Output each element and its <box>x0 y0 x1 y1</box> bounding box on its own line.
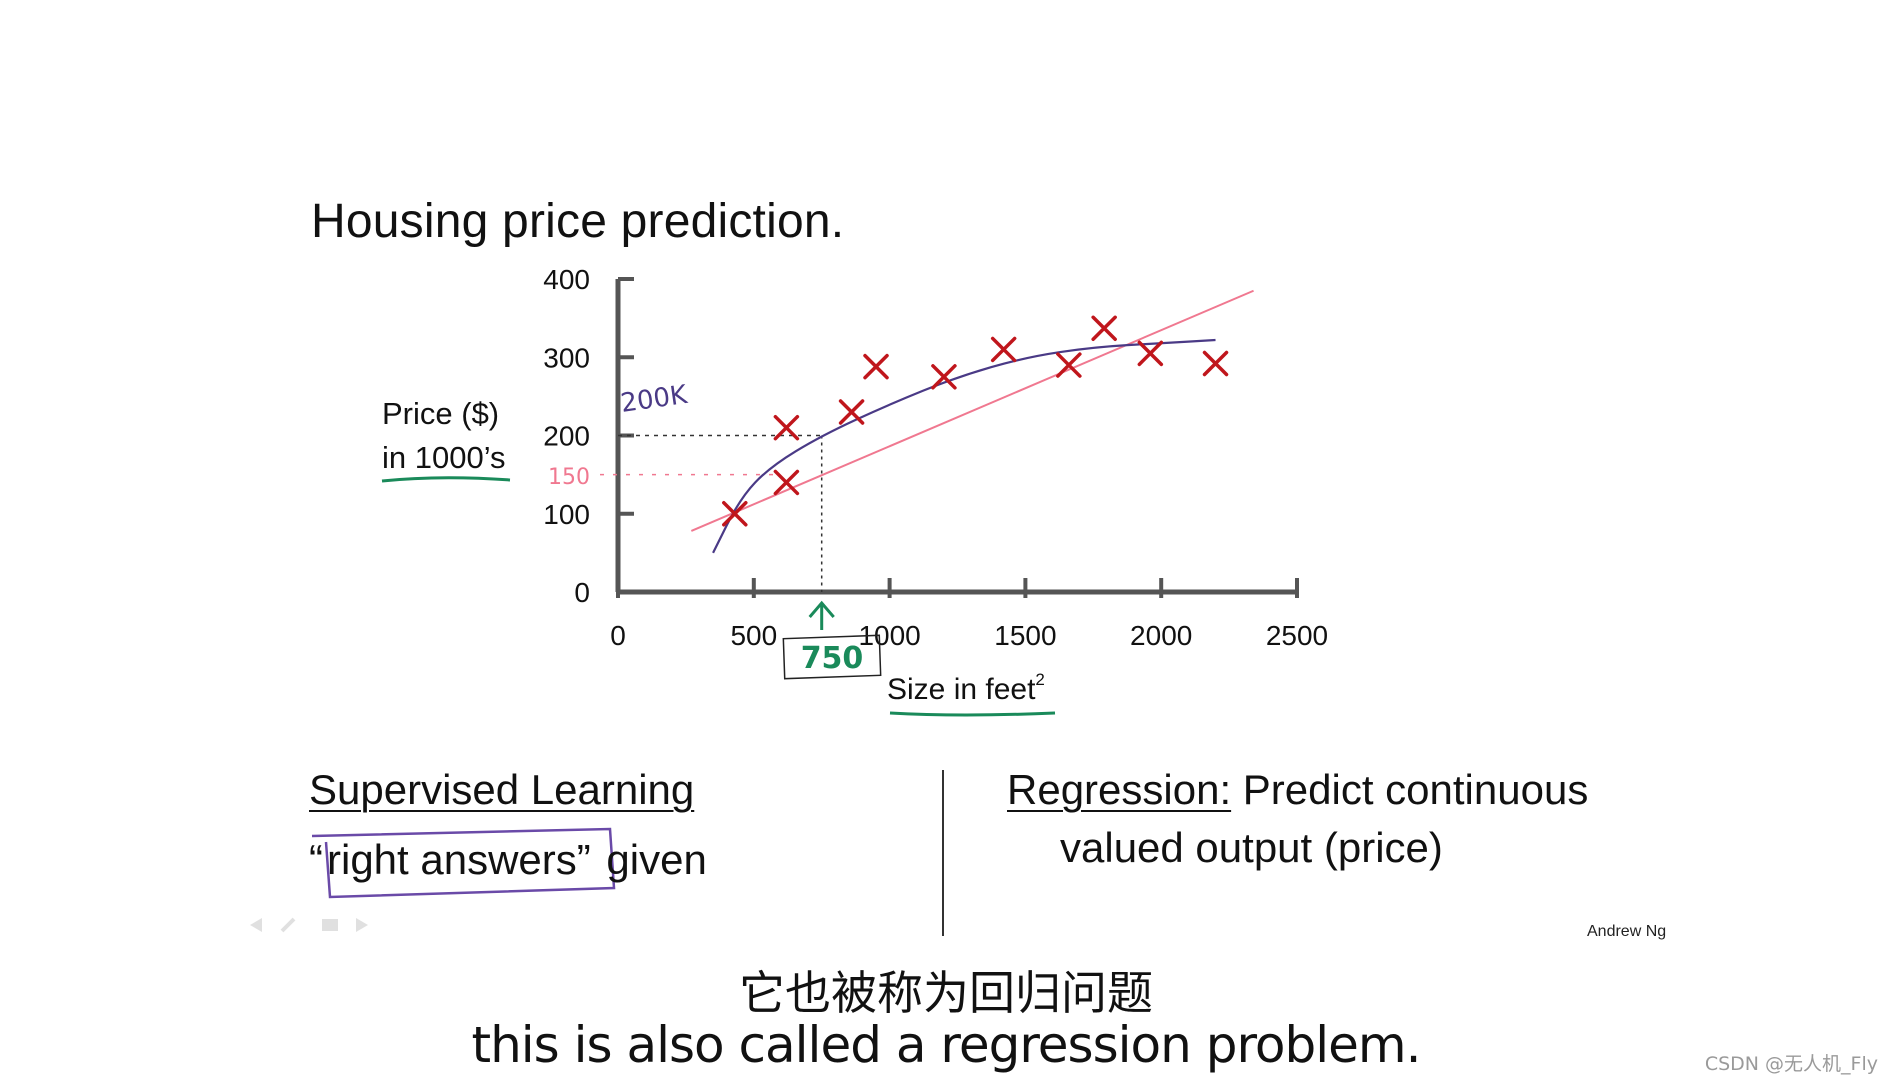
data-point-x-marker <box>1056 352 1082 378</box>
x-axis-label-superscript: 2 <box>1035 670 1045 689</box>
back-icon <box>250 918 262 932</box>
x-tick-label: 500 <box>730 620 777 651</box>
watermark: CSDN @无人机_Fly <box>1704 1053 1878 1075</box>
xlabel-underline <box>889 711 1056 717</box>
regression-line-2: valued output (price) <box>1060 824 1443 871</box>
data-point-x-marker <box>722 501 748 527</box>
data-point-x-marker <box>773 469 800 496</box>
slide-title: Housing price prediction. <box>311 195 845 248</box>
data-point-x-marker <box>1091 315 1117 342</box>
pred-linear-label: 150 <box>548 465 590 490</box>
right-answers-line: “right answers” given <box>309 836 707 884</box>
data-point-x-marker <box>1137 340 1164 367</box>
right-answers-text: right answers” <box>327 836 591 883</box>
y-tick-label: 200 <box>543 421 590 452</box>
y-axis-label: Price ($) in 1000’s <box>382 392 506 480</box>
data-point-x-marker <box>990 336 1017 363</box>
x-tick-label: 1500 <box>994 620 1056 651</box>
data-point-x-marker <box>863 353 889 380</box>
section-divider <box>942 770 944 936</box>
y-tick-label: 300 <box>543 342 590 373</box>
x-tick-label: 0 <box>610 620 626 651</box>
x-axis-label-text: Size in feet <box>887 673 1036 706</box>
supervised-learning-heading: Supervised Learning <box>309 766 695 813</box>
query-value-box <box>782 634 882 680</box>
open-quote: “ <box>309 836 323 883</box>
y-tick-label: 400 <box>543 264 590 295</box>
quadratic-fit-curve <box>712 338 1216 554</box>
x-tick-label: 2500 <box>1266 620 1328 651</box>
data-point-x-marker <box>773 414 800 441</box>
forward-icon <box>356 918 368 932</box>
data-point-x-marker <box>1202 350 1229 377</box>
chart-annotations: 200K 150 750 <box>311 380 1056 899</box>
linear-fit-line <box>690 289 1254 532</box>
y-axis-label-line2: in 1000’s <box>382 440 506 475</box>
data-point-x-marker <box>931 364 957 390</box>
subtitle-english: this is also called a regression problem… <box>471 1016 1422 1074</box>
subtitle-chinese: 它也被称为回归问题 <box>739 966 1153 1020</box>
chart-fit-lines <box>690 289 1254 554</box>
pred-quadratic-label: 200K <box>619 380 690 419</box>
author-credit: Andrew Ng <box>1587 923 1667 940</box>
screen-icon <box>322 919 338 931</box>
arrow-up-icon <box>808 600 835 630</box>
y-tick-label: 100 <box>543 499 590 530</box>
ylabel-underline <box>381 476 511 483</box>
regression-term: Regression: <box>1007 766 1232 813</box>
y-axis-label-line1: Price ($) <box>382 396 500 431</box>
x-axis-label: Size in feet2 <box>887 670 1045 707</box>
pen-icon <box>280 917 296 933</box>
player-controls-faint <box>246 915 376 940</box>
y-tick-label: 0 <box>574 577 590 608</box>
regression-definition: Predict continuous <box>1231 766 1589 813</box>
chart-markers <box>722 315 1229 527</box>
query-value-label: 750 <box>801 641 864 676</box>
given-text: given <box>594 836 707 883</box>
right-answers-box <box>311 827 616 899</box>
data-point-x-marker <box>838 399 865 425</box>
regression-line-1: Regression: Predict continuous <box>1007 766 1588 814</box>
x-tick-label: 2000 <box>1130 620 1192 651</box>
